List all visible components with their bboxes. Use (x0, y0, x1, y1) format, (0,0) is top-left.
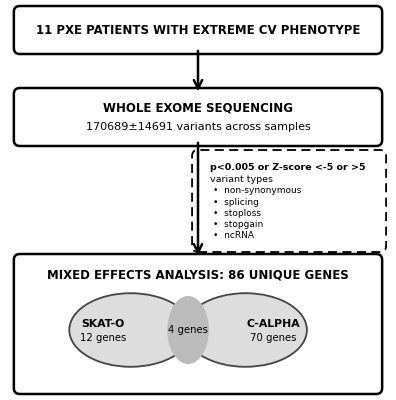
FancyBboxPatch shape (14, 6, 382, 54)
Text: C-ALPHA: C-ALPHA (246, 318, 300, 329)
Text: •  stopgain: • stopgain (213, 220, 263, 229)
Text: •  non-synonymous: • non-synonymous (213, 186, 301, 196)
Text: •  splicing: • splicing (213, 198, 259, 207)
Text: MIXED EFFECTS ANALYSIS: 86 UNIQUE GENES: MIXED EFFECTS ANALYSIS: 86 UNIQUE GENES (47, 269, 349, 282)
Ellipse shape (184, 293, 307, 367)
Text: p<0.005 or Z-score <-5 or >5: p<0.005 or Z-score <-5 or >5 (210, 163, 366, 172)
Text: SKAT-O: SKAT-O (81, 318, 125, 329)
Text: WHOLE EXOME SEQUENCING: WHOLE EXOME SEQUENCING (103, 101, 293, 114)
Text: •  ncRNA: • ncRNA (213, 231, 254, 240)
Ellipse shape (69, 293, 192, 367)
Text: 11 PXE PATIENTS WITH EXTREME CV PHENOTYPE: 11 PXE PATIENTS WITH EXTREME CV PHENOTYP… (36, 24, 360, 36)
Text: 170689±14691 variants across samples: 170689±14691 variants across samples (86, 122, 310, 132)
FancyBboxPatch shape (192, 150, 386, 252)
Text: 4 genes: 4 genes (168, 325, 208, 335)
Text: variant types: variant types (210, 175, 273, 184)
Ellipse shape (168, 296, 209, 364)
FancyBboxPatch shape (14, 254, 382, 394)
FancyBboxPatch shape (14, 88, 382, 146)
Text: •  stoploss: • stoploss (213, 209, 261, 218)
Text: 70 genes: 70 genes (250, 333, 297, 343)
Text: 12 genes: 12 genes (80, 333, 126, 343)
